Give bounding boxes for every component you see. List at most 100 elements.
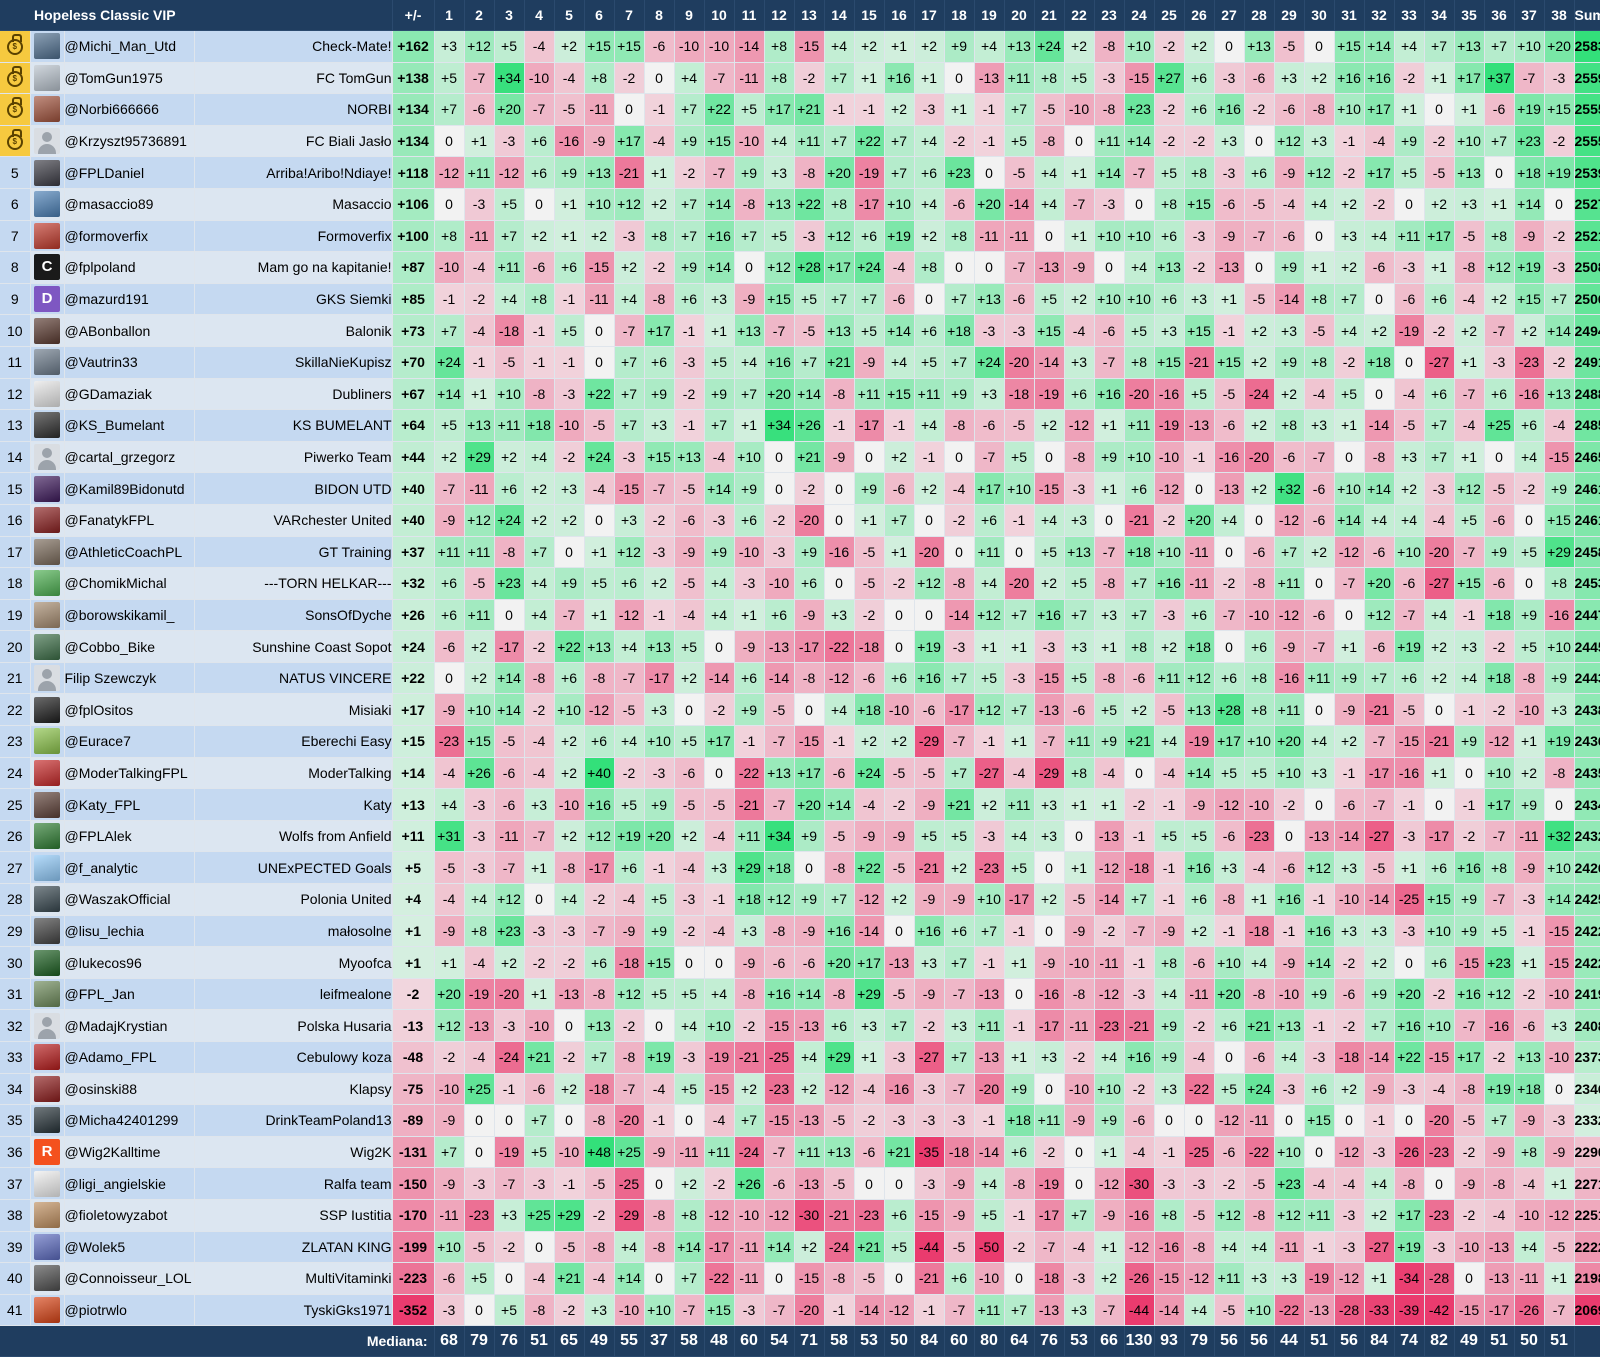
username[interactable]: @Wig2Kalltime — [64, 1136, 195, 1169]
avatar-cell — [30, 378, 65, 411]
username[interactable]: @Adamo_FPL — [64, 1041, 195, 1074]
gameweek-value: 0 — [884, 1167, 915, 1200]
column-header-gw[interactable]: 15 — [854, 0, 885, 31]
username[interactable]: @lukecos96 — [64, 946, 195, 979]
username[interactable]: @FanatykFPL — [64, 504, 195, 537]
column-header-gw[interactable]: 14 — [824, 0, 855, 31]
username[interactable]: @ChomikMichal — [64, 567, 195, 600]
column-header-gw[interactable]: 29 — [1274, 0, 1305, 31]
gameweek-value: -3 — [494, 125, 525, 158]
gameweek-value: -2 — [1364, 188, 1395, 221]
column-header-gw[interactable]: 11 — [734, 0, 765, 31]
username[interactable]: @osinski88 — [64, 1073, 195, 1106]
username[interactable]: @ABonballon — [64, 314, 195, 347]
gameweek-value: +9 — [1454, 725, 1485, 758]
total-points: 2445 — [1574, 630, 1600, 663]
username[interactable]: @Vautrin33 — [64, 346, 195, 379]
column-header-gw[interactable]: 33 — [1394, 0, 1425, 31]
column-header-gw[interactable]: 35 — [1454, 0, 1485, 31]
username[interactable]: @f_analytic — [64, 851, 195, 885]
username[interactable]: @borowskikamil_ — [64, 599, 195, 632]
username[interactable]: @GDamaziak — [64, 378, 195, 411]
gameweek-value: +1 — [704, 314, 735, 347]
username[interactable]: @mazurd191 — [64, 283, 195, 316]
username[interactable]: @fioletowyzabot — [64, 1199, 195, 1232]
username[interactable]: @KS_Bumelant — [64, 409, 195, 442]
column-header-gw[interactable]: 24 — [1124, 0, 1155, 31]
gameweek-value: +1 — [1454, 93, 1485, 126]
column-header-gw[interactable]: 23 — [1094, 0, 1125, 31]
column-header-gw[interactable]: 34 — [1424, 0, 1455, 31]
column-header-gw[interactable]: 37 — [1514, 0, 1545, 31]
column-header-gw[interactable]: 10 — [704, 0, 735, 31]
column-header-gw[interactable]: 21 — [1034, 0, 1065, 31]
column-header-gw[interactable]: 4 — [524, 0, 555, 31]
column-header-gw[interactable]: 3 — [494, 0, 525, 31]
username[interactable]: Filip Szewczyk — [64, 662, 195, 695]
gameweek-value: -8 — [1094, 93, 1125, 126]
column-header-gw[interactable]: 31 — [1334, 0, 1365, 31]
column-header-gw[interactable]: 2 — [464, 0, 495, 31]
median-value: 65 — [554, 1325, 585, 1357]
username[interactable]: @masaccio89 — [64, 188, 195, 221]
gameweek-value: +8 — [524, 283, 555, 316]
column-header-gw[interactable]: 38 — [1544, 0, 1575, 31]
column-header-gw[interactable]: 9 — [674, 0, 705, 31]
column-header-gw[interactable]: 1 — [434, 0, 465, 31]
column-header-gw[interactable]: 12 — [764, 0, 795, 31]
column-header-gw[interactable]: 27 — [1214, 0, 1245, 31]
username[interactable]: @piotrwlo — [64, 1294, 195, 1327]
column-header-gw[interactable]: 7 — [614, 0, 645, 31]
username[interactable]: @AthleticCoachPL — [64, 536, 195, 569]
column-header-gw[interactable]: 26 — [1184, 0, 1215, 31]
username[interactable]: @MadajKrystian — [64, 1009, 195, 1042]
column-header-gw[interactable]: 22 — [1064, 0, 1095, 31]
column-header-gw[interactable]: 28 — [1244, 0, 1275, 31]
column-header-gw[interactable]: 25 — [1154, 0, 1185, 31]
column-header-gw[interactable]: 17 — [914, 0, 945, 31]
column-header-gw[interactable]: 13 — [794, 0, 825, 31]
column-header-gw[interactable]: 30 — [1304, 0, 1335, 31]
column-header-gw[interactable]: 36 — [1484, 0, 1515, 31]
gameweek-value: +31 — [434, 820, 465, 853]
username[interactable]: @Katy_FPL — [64, 788, 195, 821]
column-header-gw[interactable]: 8 — [644, 0, 675, 31]
column-header-plus-minus[interactable]: +/- — [392, 0, 435, 31]
username[interactable]: @Krzyszt95736891 — [64, 125, 195, 158]
column-header-gw[interactable]: 19 — [974, 0, 1005, 31]
gameweek-value: -18 — [854, 630, 885, 663]
gameweek-value: -12 — [764, 1199, 795, 1232]
username[interactable]: @Wolek5 — [64, 1231, 195, 1264]
column-header-gw[interactable]: 20 — [1004, 0, 1035, 31]
column-header-sum[interactable]: Suma — [1574, 0, 1600, 31]
username[interactable]: @Connoisseur_LOL — [64, 1262, 195, 1295]
username[interactable]: @Cobbo_Bike — [64, 630, 195, 663]
username[interactable]: @FPL_Jan — [64, 978, 195, 1011]
username[interactable]: @WaszakOfficial — [64, 883, 195, 916]
username[interactable]: @FPLDaniel — [64, 156, 195, 189]
column-header-gw[interactable]: 32 — [1364, 0, 1395, 31]
column-header-gw[interactable]: 5 — [554, 0, 585, 31]
username[interactable]: @fplOsitos — [64, 693, 195, 727]
username[interactable]: @fplpoland — [64, 251, 195, 284]
username[interactable]: @Norbi666666 — [64, 93, 195, 126]
username[interactable]: @lisu_lechia — [64, 915, 195, 948]
gameweek-value: 0 — [1094, 251, 1125, 284]
gameweek-value: -2 — [644, 504, 675, 537]
username[interactable]: @Eurace7 — [64, 725, 195, 758]
username[interactable]: @FPLAlek — [64, 820, 195, 853]
username[interactable]: @cartal_grzegorz — [64, 441, 195, 474]
username[interactable]: @ModerTalkingFPL — [64, 757, 195, 790]
username[interactable]: @formoverfix — [64, 220, 195, 253]
username[interactable]: @ligi_angielskie — [64, 1167, 195, 1200]
gameweek-value: 0 — [644, 62, 675, 95]
username[interactable]: @TomGun1975 — [64, 62, 195, 95]
column-header-gw[interactable]: 6 — [584, 0, 615, 31]
gameweek-value: 0 — [554, 1009, 585, 1042]
username[interactable]: @Michi_Man_Utd — [64, 30, 195, 63]
username[interactable]: @Micha42401299 — [64, 1104, 195, 1137]
column-header-gw[interactable]: 18 — [944, 0, 975, 31]
gameweek-value: +11 — [1394, 220, 1425, 253]
column-header-gw[interactable]: 16 — [884, 0, 915, 31]
username[interactable]: @Kamil89Bidonutd — [64, 472, 195, 505]
